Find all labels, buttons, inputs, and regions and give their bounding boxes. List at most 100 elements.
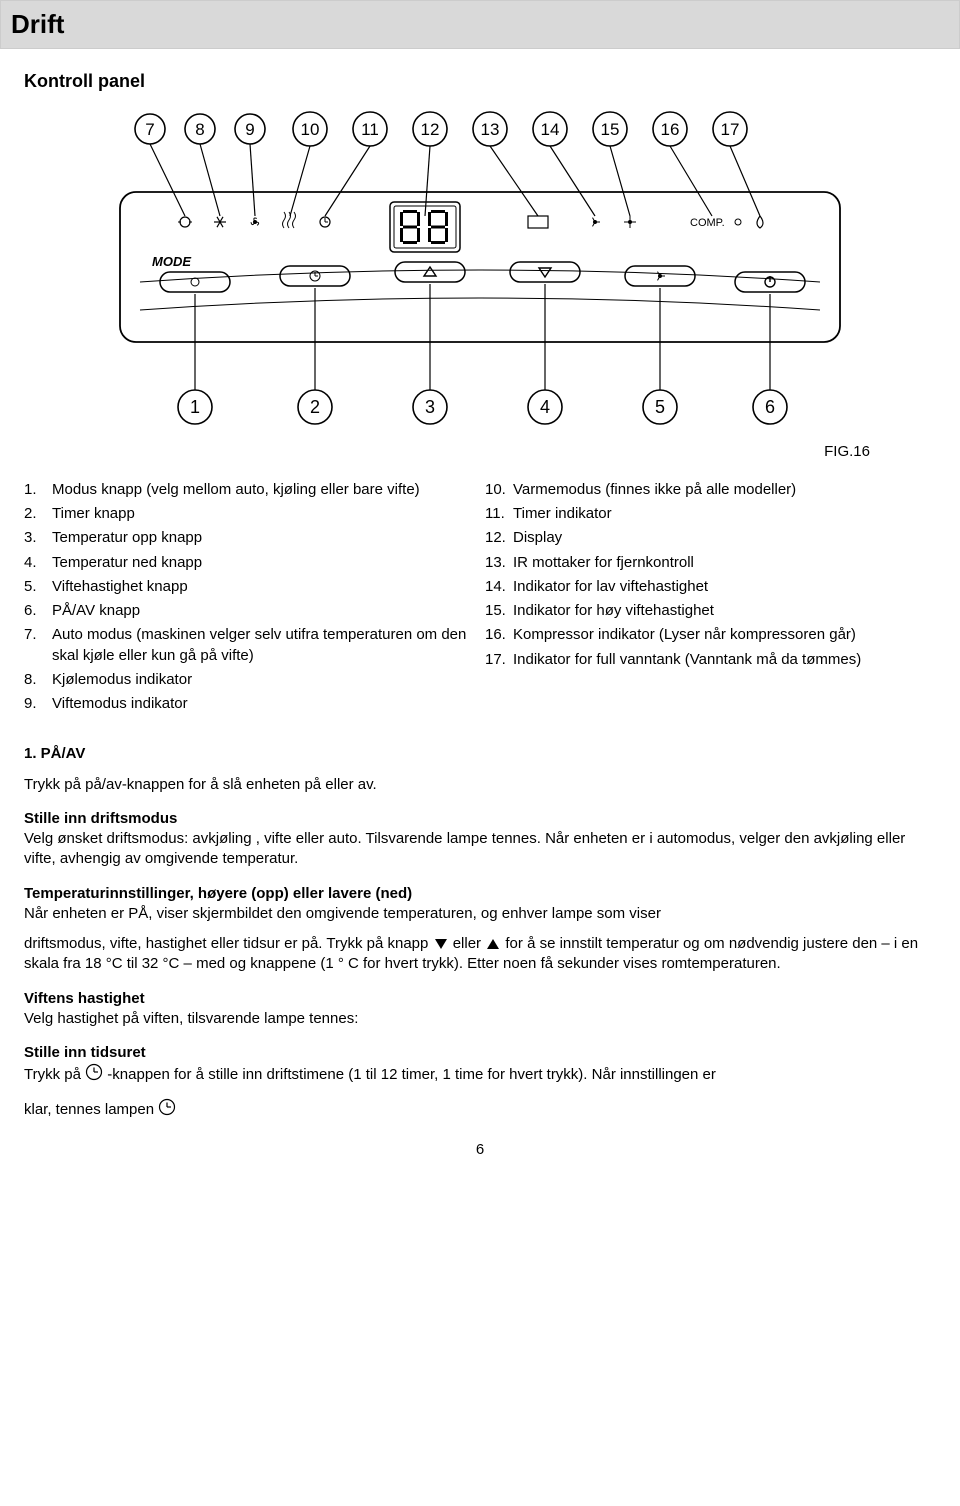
legend-item: 8.Kjølemodus indikator <box>24 670 475 690</box>
svg-text:6: 6 <box>765 397 775 417</box>
legend-num: 8. <box>24 670 52 690</box>
svg-text:COMP.: COMP. <box>690 217 725 229</box>
section-3-text-2: driftsmodus, vifte, hastighet eller tids… <box>24 934 936 975</box>
legend-text: Timer knapp <box>52 504 135 524</box>
section-5-text-2: klar, tennes lampen <box>24 1098 936 1122</box>
control-panel-diagram: 7891011121314151617COMP.MODE123456 <box>90 107 870 433</box>
legend-num: 1. <box>24 480 52 500</box>
svg-text:11: 11 <box>361 120 379 139</box>
svg-text:15: 15 <box>601 120 620 139</box>
subheading: Kontroll panel <box>24 69 936 93</box>
legend-item: 4.Temperatur ned knapp <box>24 553 475 573</box>
svg-text:2: 2 <box>310 397 320 417</box>
legend-item: 17.Indikator for full vanntank (Vanntank… <box>485 650 936 670</box>
legend-left: 1.Modus knapp (velg mellom auto, kjøling… <box>24 480 475 719</box>
section-4-text: Velg hastighet på viften, tilsvarende la… <box>24 1009 936 1029</box>
legend-num: 7. <box>24 625 52 666</box>
svg-text:1: 1 <box>190 397 200 417</box>
svg-text:5: 5 <box>655 397 665 417</box>
section-1-text: Trykk på på/av-knappen for å slå enheten… <box>24 775 936 795</box>
legend-item: 13.IR mottaker for fjernkontroll <box>485 553 936 573</box>
svg-text:MODE: MODE <box>152 254 191 269</box>
legend-text: Timer indikator <box>513 504 612 524</box>
svg-text:3: 3 <box>425 397 435 417</box>
legend-item: 15.Indikator for høy viftehastighet <box>485 601 936 621</box>
legend-item: 16.Kompressor indikator (Lyser når kompr… <box>485 625 936 645</box>
svg-text:7: 7 <box>145 120 154 139</box>
legend-text: Display <box>513 528 562 548</box>
legend-text: Auto modus (maskinen velger selv utifra … <box>52 625 475 666</box>
legend-item: 5.Viftehastighet knapp <box>24 577 475 597</box>
legend-item: 11.Timer indikator <box>485 504 936 524</box>
legend-num: 16. <box>485 625 513 645</box>
legend-num: 17. <box>485 650 513 670</box>
section-2-title: Stille inn driftsmodus <box>24 809 936 829</box>
legend-text: Temperatur ned knapp <box>52 553 202 573</box>
legend-text: Viftemodus indikator <box>52 694 188 714</box>
legend-text: Kompressor indikator (Lyser når kompress… <box>513 625 856 645</box>
legend-num: 13. <box>485 553 513 573</box>
s5-p2: klar, tennes lampen <box>24 1101 158 1118</box>
page-title: Drift <box>11 9 64 39</box>
legend-item: 1.Modus knapp (velg mellom auto, kjøling… <box>24 480 475 500</box>
svg-text:4: 4 <box>540 397 550 417</box>
legend-num: 2. <box>24 504 52 524</box>
section-2-text: Velg ønsket driftsmodus: avkjøling , vif… <box>24 829 936 870</box>
legend-num: 9. <box>24 694 52 714</box>
legend-item: 2.Timer knapp <box>24 504 475 524</box>
section-4-title: Viftens hastighet <box>24 989 936 1009</box>
s3-pre: driftsmodus, vifte, hastighet eller tids… <box>24 935 433 952</box>
svg-text:16: 16 <box>661 120 680 139</box>
legend-item: 10.Varmemodus (finnes ikke på alle model… <box>485 480 936 500</box>
legend-num: 15. <box>485 601 513 621</box>
s5-pre: Trykk på <box>24 1066 85 1083</box>
page-content: Kontroll panel 7891011121314151617COMP.M… <box>0 49 960 1180</box>
svg-text:13: 13 <box>481 120 500 139</box>
legend-text: PÅ/AV knapp <box>52 601 140 621</box>
legend-text: Indikator for full vanntank (Vanntank må… <box>513 650 861 670</box>
legend-item: 14.Indikator for lav viftehastighet <box>485 577 936 597</box>
legend-text: Viftehastighet knapp <box>52 577 188 597</box>
triangle-up-icon <box>485 937 501 951</box>
legend-num: 4. <box>24 553 52 573</box>
section-3-text-1: Når enheten er PÅ, viser skjermbildet de… <box>24 904 936 924</box>
legend-item: 7.Auto modus (maskinen velger selv utifr… <box>24 625 475 666</box>
figure-label: FIG.16 <box>90 442 870 462</box>
legend-item: 9.Viftemodus indikator <box>24 694 475 714</box>
legend-text: IR mottaker for fjernkontroll <box>513 553 694 573</box>
svg-text:12: 12 <box>421 120 440 139</box>
legend-text: Modus knapp (velg mellom auto, kjøling e… <box>52 480 420 500</box>
svg-text:9: 9 <box>245 120 254 139</box>
legend-item: 6.PÅ/AV knapp <box>24 601 475 621</box>
legend-text: Indikator for høy viftehastighet <box>513 601 714 621</box>
legend-num: 6. <box>24 601 52 621</box>
svg-text:17: 17 <box>721 120 740 139</box>
legend-item: 12.Display <box>485 528 936 548</box>
legend-num: 10. <box>485 480 513 500</box>
legend-text: Varmemodus (finnes ikke på alle modeller… <box>513 480 796 500</box>
clock-icon <box>158 1098 176 1122</box>
legend-num: 5. <box>24 577 52 597</box>
legend-columns: 1.Modus knapp (velg mellom auto, kjøling… <box>24 480 936 719</box>
s5-post: -knappen for å stille inn driftstimene (… <box>107 1066 716 1083</box>
legend-text: Kjølemodus indikator <box>52 670 192 690</box>
legend-num: 3. <box>24 528 52 548</box>
clock-icon <box>85 1063 103 1087</box>
page-header: Drift <box>0 0 960 49</box>
s3-mid: eller <box>453 935 486 952</box>
section-5-title: Stille inn tidsuret <box>24 1043 936 1063</box>
legend-num: 12. <box>485 528 513 548</box>
legend-text: Indikator for lav viftehastighet <box>513 577 708 597</box>
legend-num: 11. <box>485 504 513 524</box>
legend-text: Temperatur opp knapp <box>52 528 202 548</box>
legend-item: 3.Temperatur opp knapp <box>24 528 475 548</box>
svg-text:14: 14 <box>541 120 560 139</box>
legend-right: 10.Varmemodus (finnes ikke på alle model… <box>485 480 936 719</box>
svg-text:10: 10 <box>301 120 320 139</box>
section-5-text-1: Trykk på -knappen for å stille inn drift… <box>24 1063 936 1087</box>
section-1-title: 1. PÅ/AV <box>24 744 936 764</box>
triangle-down-icon <box>433 937 449 951</box>
svg-text:8: 8 <box>195 120 204 139</box>
legend-num: 14. <box>485 577 513 597</box>
page-number: 6 <box>24 1140 936 1160</box>
